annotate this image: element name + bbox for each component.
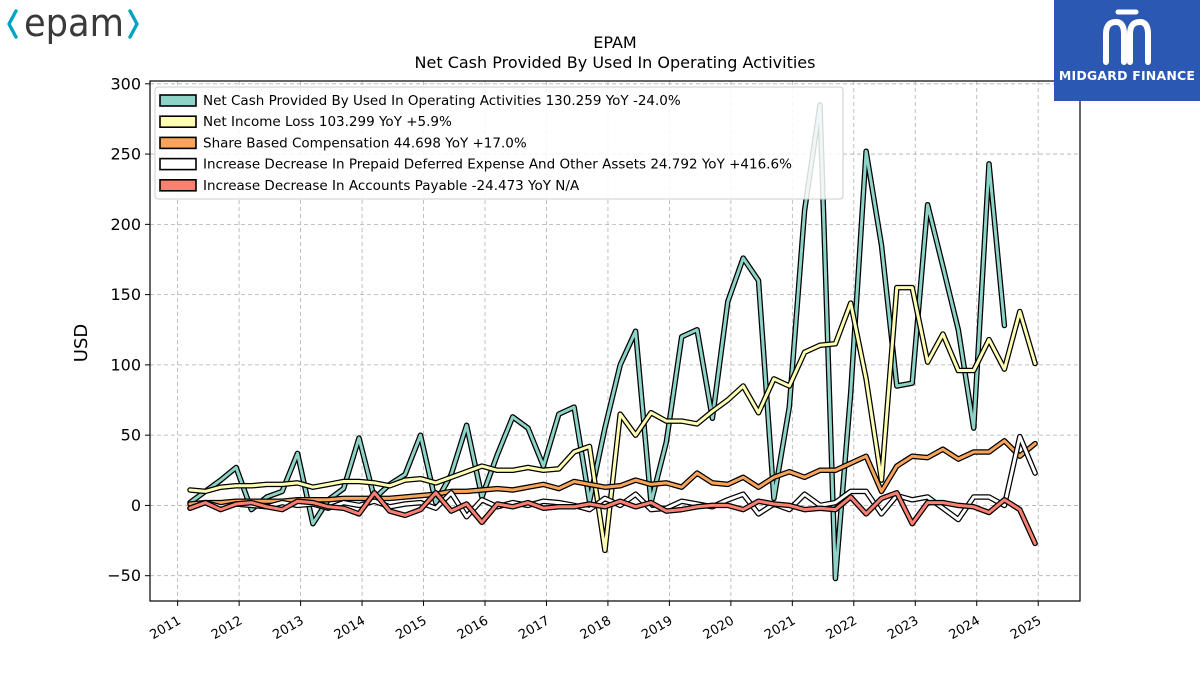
x-tick-label: 2023 bbox=[885, 613, 921, 643]
y-tick-label: 100 bbox=[110, 355, 141, 374]
x-tick-label: 2024 bbox=[947, 613, 983, 643]
epam-logo-text: epam bbox=[24, 2, 124, 45]
y-axis: −50 0 50 100 150 200 250 300 bbox=[107, 74, 150, 585]
legend-swatch bbox=[159, 179, 197, 192]
x-tick-label: 2014 bbox=[332, 613, 368, 643]
midgard-finance-text: MIDGARD FINANCE bbox=[1058, 68, 1196, 83]
y-tick-label: 300 bbox=[110, 74, 141, 93]
chart-title: EPAM bbox=[593, 33, 636, 52]
x-tick-label: 2016 bbox=[455, 613, 491, 643]
x-tick-label: 2012 bbox=[209, 613, 245, 643]
legend-entry: Net Income Loss 103.299 YoY +5.9% bbox=[203, 114, 452, 130]
legend-entry: Net Cash Provided By Used In Operating A… bbox=[203, 93, 681, 109]
y-tick-label: 0 bbox=[131, 496, 141, 515]
x-tick-label: 2015 bbox=[393, 613, 429, 643]
y-tick-label: −50 bbox=[107, 566, 141, 585]
legend: Net Cash Provided By Used In Operating A… bbox=[154, 86, 844, 200]
legend-entry: Share Based Compensation 44.698 YoY +17.… bbox=[203, 135, 527, 151]
x-tick-label: 2020 bbox=[701, 613, 737, 643]
series-1 bbox=[187, 284, 1038, 554]
series-line bbox=[188, 286, 1037, 552]
chart-subtitle: Net Cash Provided By Used In Operating A… bbox=[415, 53, 816, 72]
series-2 bbox=[187, 438, 1038, 507]
legend-swatch bbox=[159, 136, 197, 150]
midgard-emblem-icon bbox=[1103, 9, 1151, 65]
x-tick-label: 2021 bbox=[762, 613, 798, 643]
x-axis: 2011 2012 2013 2014 2015 2016 2017 2018 2019 2020… bbox=[148, 601, 1044, 643]
x-tick-label: 2011 bbox=[148, 613, 184, 643]
series-line bbox=[188, 439, 1037, 506]
series-4 bbox=[187, 490, 1038, 547]
x-tick-label: 2017 bbox=[516, 613, 552, 643]
x-tick-label: 2013 bbox=[270, 613, 306, 643]
legend-swatch bbox=[159, 94, 197, 107]
y-tick-label: 50 bbox=[121, 426, 141, 445]
legend-entry: Increase Decrease In Prepaid Deferred Ex… bbox=[203, 157, 792, 173]
x-tick-label: 2018 bbox=[578, 613, 614, 643]
x-tick-label: 2022 bbox=[824, 613, 860, 643]
y-tick-label: 250 bbox=[110, 145, 141, 164]
x-tick-label: 2019 bbox=[639, 613, 675, 643]
plot-frame bbox=[149, 80, 1081, 602]
legend-swatch bbox=[159, 157, 197, 171]
x-tick-label: 2025 bbox=[1008, 613, 1044, 643]
legend-swatch bbox=[159, 115, 197, 128]
epam-logo: epam bbox=[7, 2, 139, 45]
y-tick-label: 150 bbox=[110, 285, 141, 304]
series-line bbox=[188, 491, 1037, 545]
legend-box bbox=[154, 86, 844, 200]
legend-entry: Increase Decrease In Accounts Payable -2… bbox=[203, 178, 580, 194]
series-layer bbox=[187, 102, 1038, 582]
y-tick-label: 200 bbox=[110, 215, 141, 234]
y-axis-label: USD bbox=[71, 324, 92, 362]
midgard-finance-logo: MIDGARD FINANCE bbox=[1054, 0, 1200, 101]
